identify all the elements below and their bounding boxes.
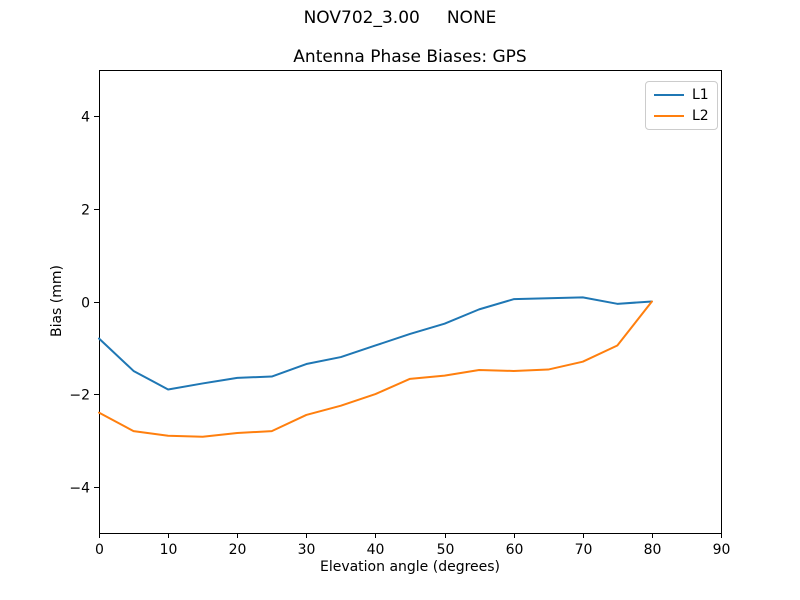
x-tick-label: 50 (437, 542, 455, 558)
x-tick-label: 90 (713, 542, 731, 558)
chart-title: Antenna Phase Biases: GPS (293, 47, 527, 67)
x-tick-label: 80 (644, 542, 662, 558)
x-tick-label: 20 (229, 542, 247, 558)
x-tick-label: 10 (160, 542, 178, 558)
y-tick-label: 0 (81, 296, 90, 312)
y-tick-label: 4 (81, 110, 90, 126)
figure-suptitle: NOV702_3.00 NONE (303, 8, 497, 28)
axes-box (99, 70, 722, 534)
x-tick-label: 70 (575, 542, 593, 558)
legend-line-swatch-l2 (654, 115, 684, 117)
y-tick-label: −4 (69, 481, 90, 497)
y-tick-label: 2 (81, 203, 90, 219)
x-tick-label: 40 (367, 542, 385, 558)
x-tick-label: 30 (298, 542, 316, 558)
legend-label-l2: L2 (692, 108, 709, 124)
x-axis-label: Elevation angle (degrees) (319, 559, 501, 575)
series-line-l2 (98, 300, 653, 438)
x-tick-label: 0 (95, 542, 104, 558)
legend-item-l1: L1 (654, 87, 709, 103)
y-axis-label: Bias (mm) (49, 264, 65, 338)
x-tick-label: 60 (506, 542, 524, 558)
legend-item-l2: L2 (654, 108, 709, 124)
series-line-l1 (98, 296, 653, 391)
legend: L1 L2 (645, 81, 718, 130)
y-tick-label: −2 (69, 388, 90, 404)
legend-line-swatch-l1 (654, 94, 684, 96)
legend-label-l1: L1 (692, 87, 709, 103)
